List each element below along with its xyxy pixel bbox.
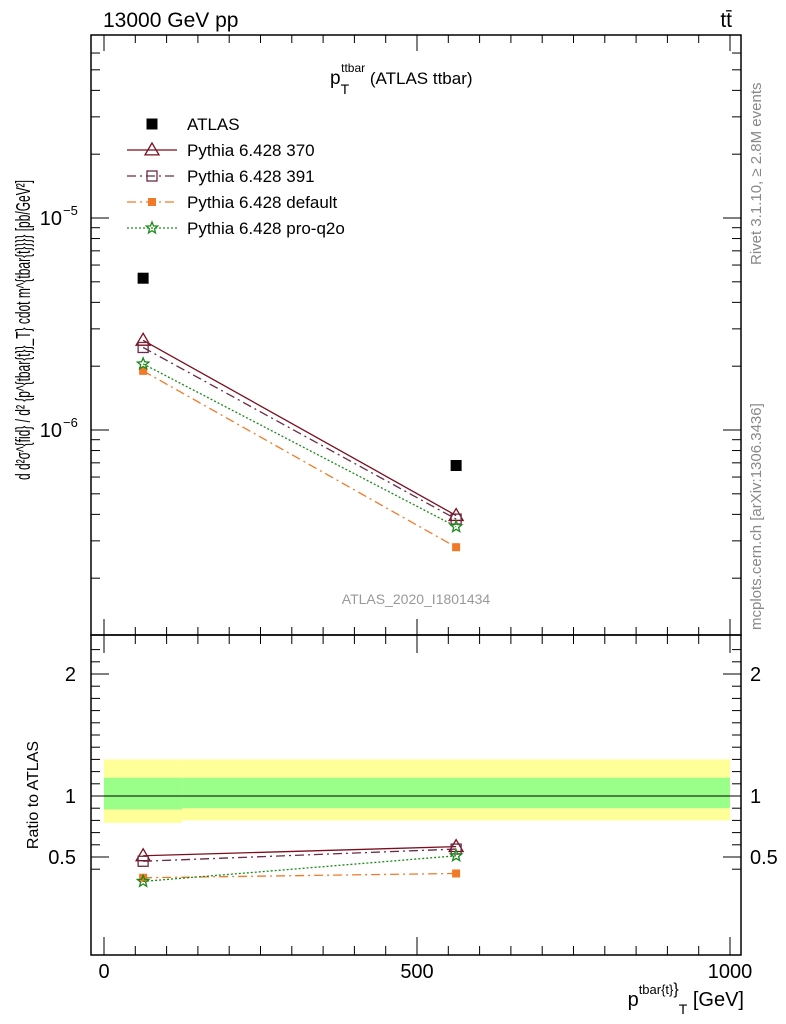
ratio-data-point	[135, 873, 151, 888]
main-plot-title-tail: (ATLAS ttbar)	[365, 69, 472, 88]
ratio-series-line	[143, 872, 457, 879]
ratio-y-tick-label-right: 1	[750, 786, 761, 808]
x-axis-label-tail: }	[673, 981, 679, 998]
main-series-2	[137, 341, 462, 525]
x-axis-label: ptbar{t}}T [GeV]	[628, 981, 744, 1017]
legend-label: Pythia 6.428 391	[187, 167, 315, 186]
main-data-point	[139, 366, 148, 375]
legend-item: Pythia 6.428 391	[127, 167, 315, 186]
main-series-line	[142, 363, 457, 528]
main-data-point	[448, 518, 464, 533]
ratio-y-axis-label: Ratio to ATLAS	[25, 741, 42, 849]
legend-label: Pythia 6.428 pro-q2o	[187, 219, 345, 238]
ratio-series-line	[143, 855, 457, 883]
main-plot-title: pTttbar (ATLAS ttbar)	[330, 61, 473, 97]
ratio-uncertainty-band	[182, 777, 730, 809]
legend-marker	[146, 118, 158, 130]
ratio-ticks: 0.5 0.5 1 1 2 2 0 500 1000	[48, 635, 778, 983]
main-ticks: 10−510−6	[40, 35, 741, 635]
main-y-tick-label: 10	[40, 420, 62, 442]
ratio-data-point	[450, 843, 462, 855]
ratio-y-tick-label: 1	[65, 786, 76, 808]
main-series-line	[142, 370, 457, 548]
main-series-group	[134, 272, 465, 552]
main-y-tick-label: 10	[40, 208, 62, 230]
legend: ATLAS Pythia 6.428 370 Pythia 6.428 391 Pyt…	[127, 115, 345, 238]
ratio-data-point	[452, 869, 461, 878]
x-tick-label: 1000	[708, 961, 753, 983]
x-tick-label: 0	[98, 961, 109, 983]
main-data-point	[452, 543, 461, 552]
main-series-1	[134, 331, 465, 522]
ratio-y-tick-label-right: 2	[750, 664, 761, 686]
ratio-y-tick-label: 2	[65, 664, 76, 686]
legend-marker	[148, 198, 156, 206]
header-left: 13000 GeV pp	[103, 9, 238, 32]
legend-label: Pythia 6.428 370	[187, 141, 315, 160]
ratio-data-point	[448, 848, 464, 863]
ratio-series-line	[143, 845, 457, 857]
mcplots-label: mcplots.cern.ch [arXiv:1306.3436]	[748, 403, 765, 630]
ratio-data-point	[139, 873, 148, 882]
x-axis-label-unit: [GeV]	[687, 989, 744, 1011]
x-axis-label-sub: T	[679, 1001, 688, 1017]
ratio-series-2	[139, 869, 461, 882]
main-series-0	[137, 272, 462, 472]
x-tick-label: 500	[400, 961, 433, 983]
main-panel: 10−510−6 pTttbar (ATLAS ttbar) d d²σ^{fi…	[13, 34, 742, 636]
ratio-data-point	[137, 855, 149, 867]
legend-item: Pythia 6.428 370	[127, 141, 315, 160]
ratio-series-group	[134, 838, 465, 888]
main-data-point	[134, 331, 152, 346]
main-data-point	[450, 460, 462, 472]
legend-item: ATLAS	[146, 115, 240, 134]
legend-item: Pythia 6.428 pro-q2o	[127, 219, 345, 238]
main-y-tick-exponent: −6	[63, 415, 78, 430]
ratio-series-1	[137, 843, 462, 867]
ratio-series-line	[143, 848, 457, 862]
ratio-uncertainty-band	[104, 777, 183, 810]
ratio-frame	[90, 634, 742, 956]
main-plot-title-sub: T	[341, 81, 350, 97]
main-y-tick-exponent: −5	[63, 203, 78, 218]
ratio-y-tick-label: 0.5	[48, 847, 76, 869]
x-axis-label-sup: tbar{t}	[639, 982, 674, 997]
watermark: ATLAS_2020_I1801434	[342, 591, 491, 607]
ratio-bands	[104, 759, 730, 823]
main-series-3	[139, 366, 461, 552]
main-series-line	[142, 346, 457, 520]
legend-label: Pythia 6.428 default	[187, 193, 338, 212]
main-series-line	[142, 339, 457, 517]
legend-marker	[146, 170, 158, 182]
main-data-point	[137, 272, 149, 284]
legend-marker	[143, 141, 161, 156]
legend-marker	[144, 220, 160, 235]
ratio-panel: 0.5 0.5 1 1 2 2 0 500 1000 Ratio to ATLAS ptbar{…	[25, 634, 778, 1017]
main-data-point	[137, 341, 149, 354]
ratio-series-3	[135, 848, 464, 888]
ratio-y-tick-label-right: 0.5	[750, 847, 778, 869]
rivet-version-label: Rivet 3.1.10, ≥ 2.8M events	[748, 83, 765, 266]
main-series-4	[135, 356, 464, 533]
main-data-point	[450, 513, 462, 525]
main-plot-title-main: p	[330, 68, 341, 89]
x-axis-label-main: p	[628, 989, 639, 1011]
legend-item: Pythia 6.428 default	[127, 193, 338, 212]
main-data-point	[135, 356, 151, 371]
main-y-axis-label: d d²σ^{fid} / d² {p^{tbar{t}}_T} cdot m^…	[13, 180, 35, 480]
main-plot-title-sup: ttbar	[341, 61, 365, 75]
header-right: tt̄	[720, 9, 732, 32]
legend-label: ATLAS	[187, 115, 240, 134]
